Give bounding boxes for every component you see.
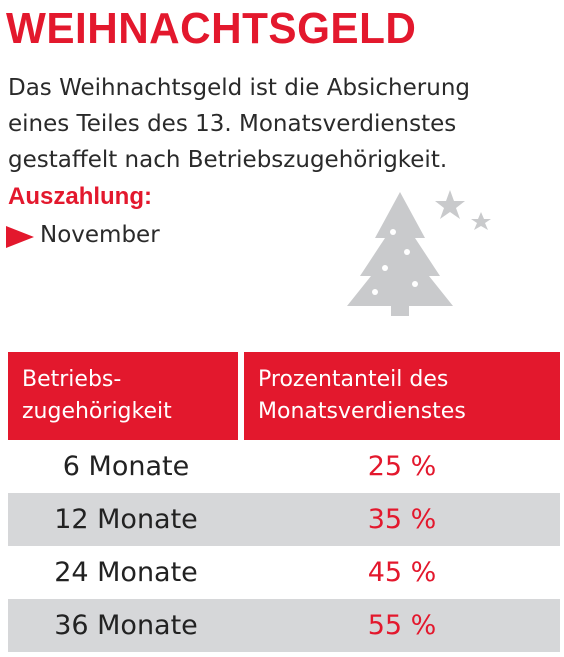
table-cell: 35 % [367,504,437,535]
column-header: Betriebs-zugehörigkeit [8,352,238,440]
table-cell: 36 Monate [54,610,198,641]
title: WEIHNACHTSGELD [6,4,417,53]
table-cell: 55 % [367,610,437,641]
header-line: Betriebs- [22,367,122,392]
table-cell: 6 Monate [62,451,190,482]
table-cell: 25 % [367,451,437,482]
description-line: eines Teiles des 13. Monatsverdienstes [8,111,457,137]
payout-label: Auszahlung: [8,183,152,210]
table-row: 12 Monate 35 % [8,493,560,546]
table-body: 6 Monate 25 % 12 Monate 35 % 24 Monate 45 % 36… [8,440,560,652]
table: Betriebs-zugehörigkeit Prozentanteil des… [8,352,560,652]
payout-value: November [40,222,160,248]
table-cell: 24 Monate [54,557,198,588]
header-line: Prozentanteil des [258,367,449,392]
header-line: zugehörigkeit [22,399,172,424]
table-header: Betriebs-zugehörigkeit Prozentanteil des… [8,352,560,440]
arrow-icon [6,226,34,248]
description-line: gestaffelt nach Betriebszugehörigkeit. [8,147,448,173]
description-line: Das Weihnachtsgeld ist die Absicherung [8,75,470,101]
table-cell: 45 % [367,557,437,588]
table-row: 36 Monate 55 % [8,599,560,652]
tree-icon [347,190,491,316]
description: Das Weihnachtsgeld ist die Absicherung e… [8,70,470,178]
table-row: 24 Monate 45 % [8,546,560,599]
table-row: 6 Monate 25 % [8,440,560,493]
table-cell: 12 Monate [54,504,198,535]
column-header: Prozentanteil des Monatsverdienstes [244,352,560,440]
header-line: Monatsverdienstes [258,399,466,424]
